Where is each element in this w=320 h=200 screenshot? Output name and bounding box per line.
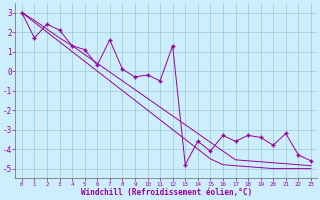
X-axis label: Windchill (Refroidissement éolien,°C): Windchill (Refroidissement éolien,°C) — [81, 188, 252, 197]
